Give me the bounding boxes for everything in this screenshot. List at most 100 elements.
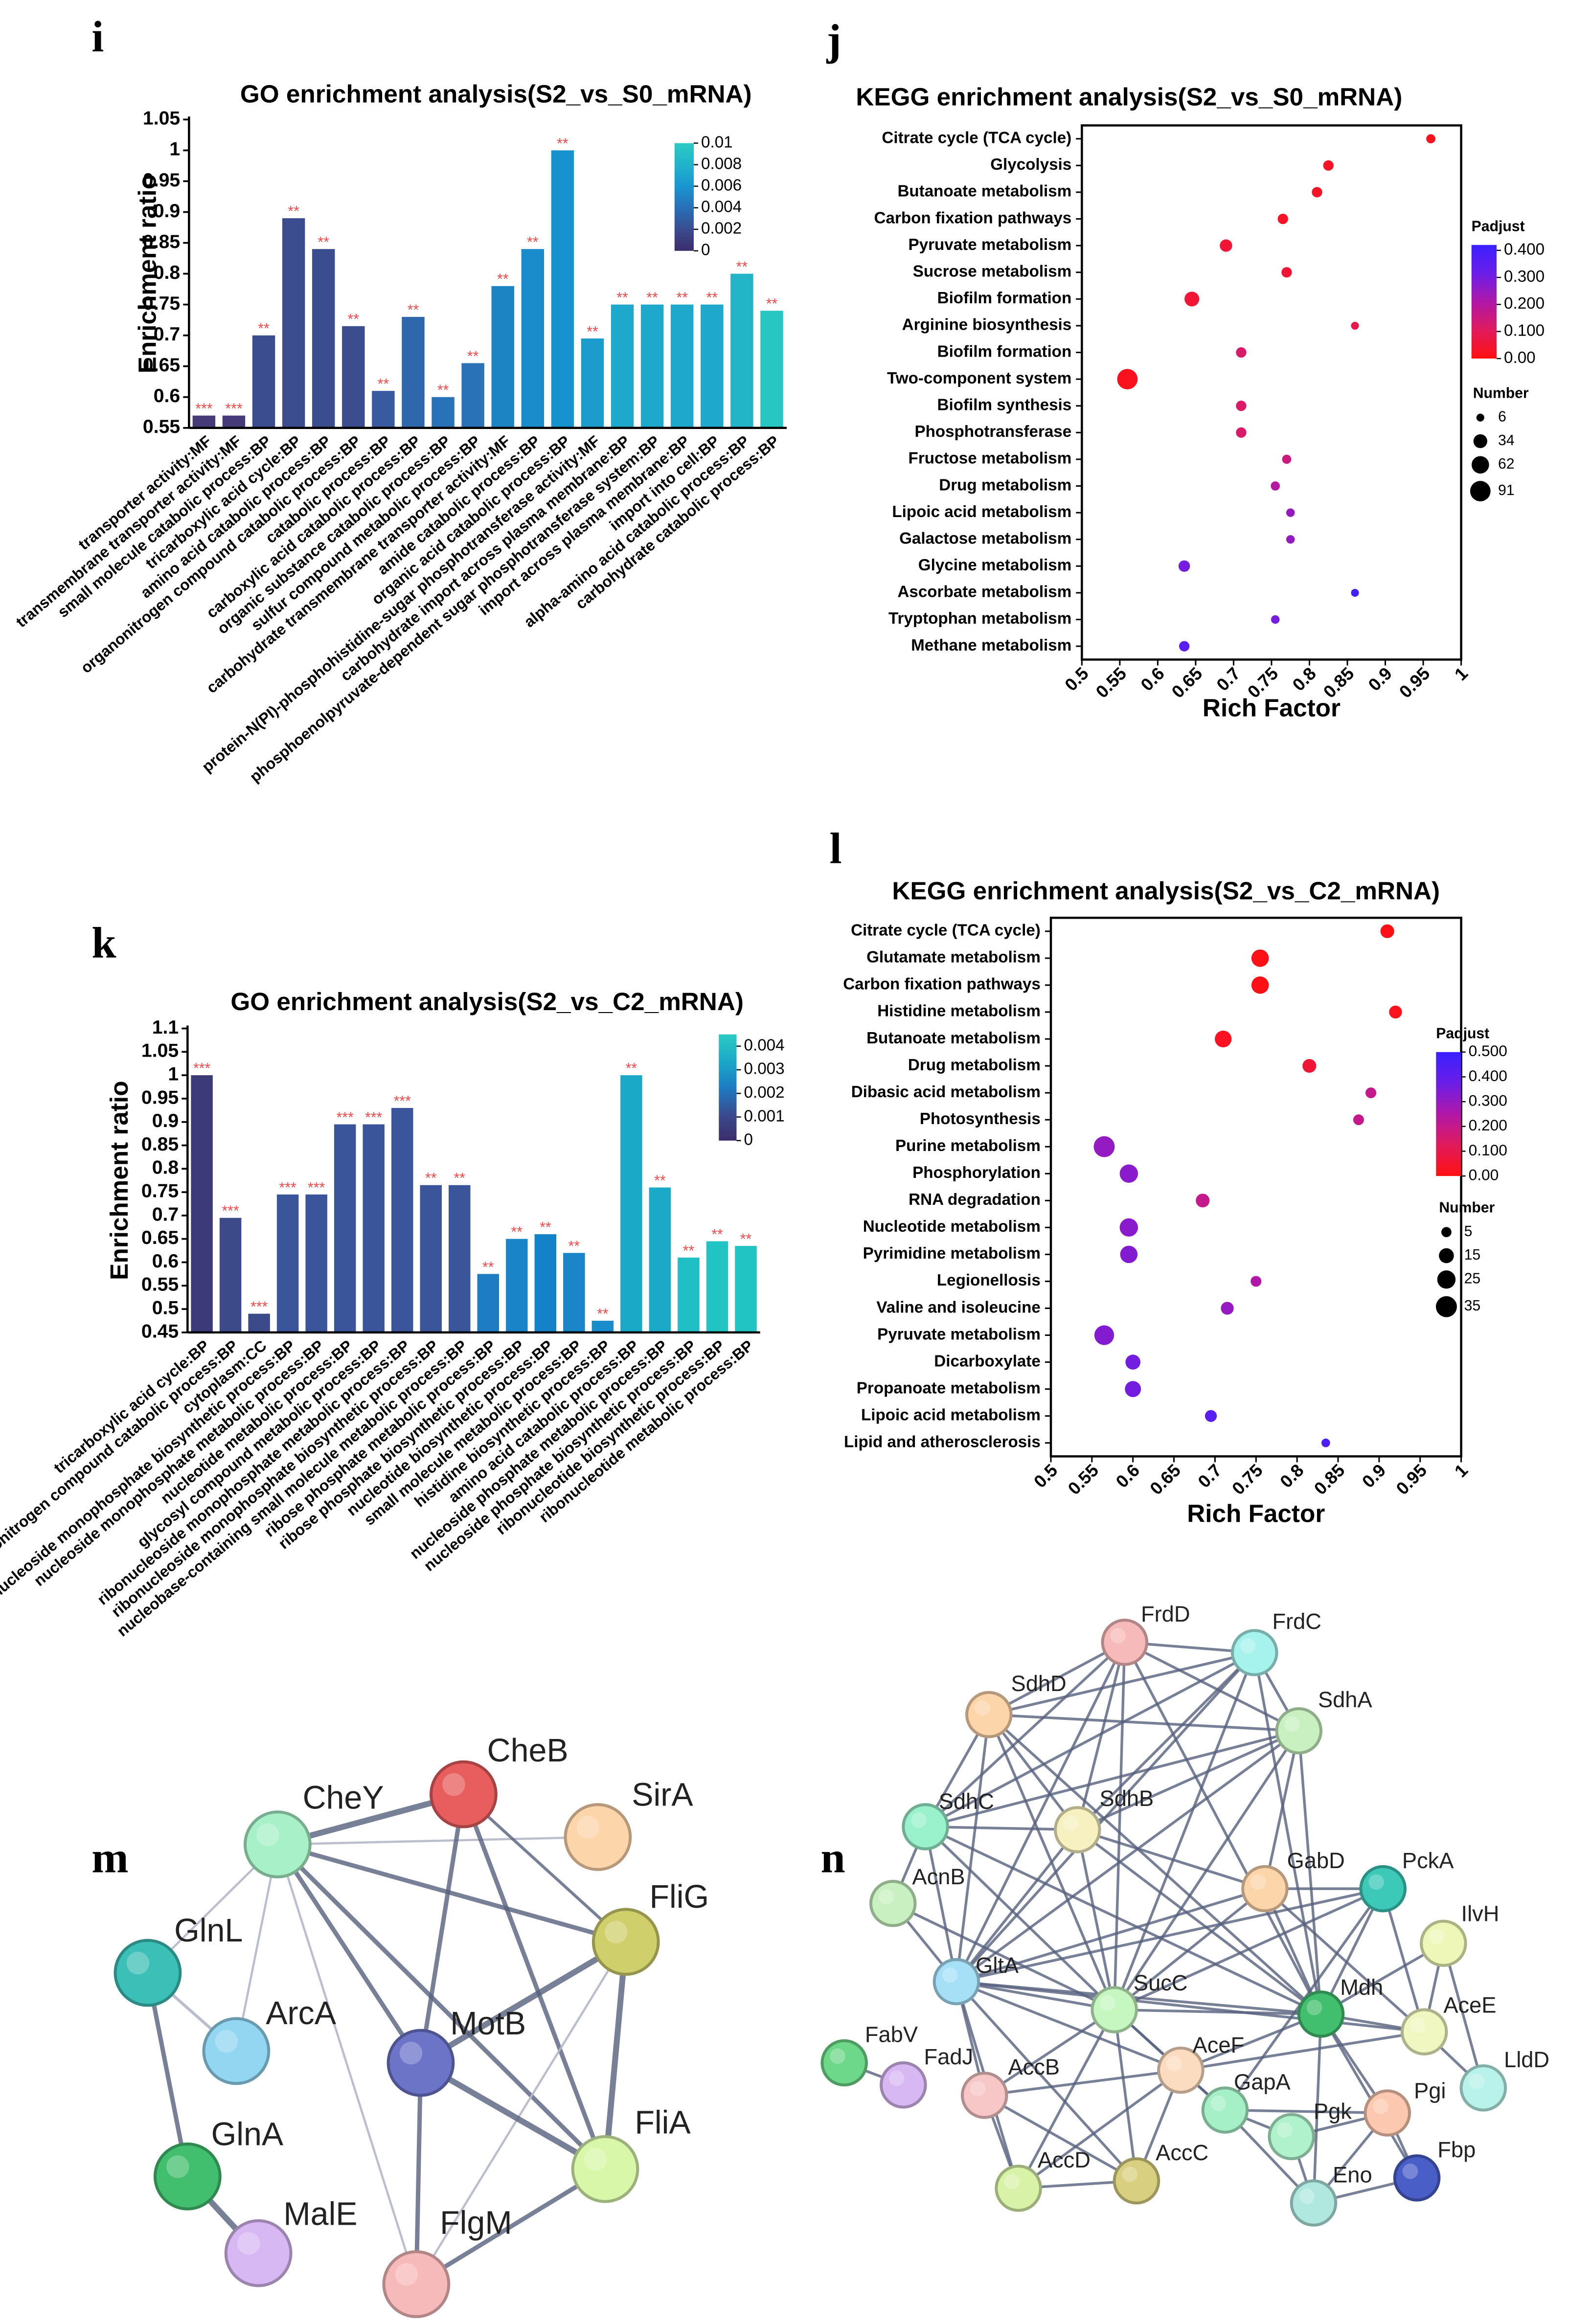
size-legend-label: 62 [1498,456,1515,472]
y-tick-label: Galactose metabolism [899,529,1071,547]
significance-label: *** [222,1203,239,1219]
node-label: GabD [1287,1848,1345,1873]
network-node [960,2072,1008,2119]
y-tick-label: 1 [169,139,180,160]
node-label: IlvH [1461,1901,1500,1926]
colorbar-tick-label: 0.00 [1504,349,1536,367]
node-label: MalE [283,2196,357,2232]
network-edge [1225,2108,1387,2115]
bubble [1236,427,1247,438]
significance-label: ** [454,1171,466,1187]
network-edge [956,1980,1425,2033]
colorbar-tick-label: 0.300 [1504,268,1545,286]
x-tick-label: 0.65 [1168,663,1206,702]
significance-label: ** [497,271,509,288]
network-node [995,2165,1042,2212]
network-edge [983,2094,1137,2182]
node-highlight [1299,2189,1315,2204]
colorbar-tick-label: 0.00 [1469,1166,1499,1184]
y-tick-label: 0.75 [143,293,180,314]
bar [640,304,664,428]
node-label: AccB [1008,2054,1060,2079]
significance-label: ** [437,383,449,399]
network-edge [1253,1652,1322,2015]
bubble [1251,1276,1262,1287]
bar [551,150,574,428]
size-legend-label: 91 [1498,482,1515,498]
network-node [965,1691,1013,1738]
network-node [1268,2113,1315,2161]
bar [363,1124,385,1332]
bubble [1117,369,1138,389]
size-legend-label: 25 [1464,1271,1481,1287]
network-edge [419,1939,628,2066]
node-highlight [442,1773,465,1796]
node-highlight [1368,1874,1384,1890]
node-label: GltA [976,1953,1019,1978]
significance-label: ** [626,1060,637,1077]
chart-title: KEGG enrichment analysis(S2_vs_S0_mRNA) [856,83,1402,111]
bubble [1205,1410,1217,1422]
x-tick-label: 1 [1451,663,1472,684]
size-legend-label: 6 [1498,409,1506,425]
network-node [243,1810,312,1879]
y-tick-label: 0.8 [154,262,181,283]
network-edge [1263,1730,1300,1889]
network-node [1359,1865,1407,1913]
x-tick-label: 0.55 [1064,1460,1103,1499]
significance-label: *** [250,1299,268,1315]
y-tick-label: Legionellosis [937,1271,1041,1289]
bubble [1426,134,1435,144]
significance-label: ** [646,290,658,306]
node-label: FlgM [440,2205,512,2241]
significance-label: ** [736,259,748,275]
colorbar-tick-label: 0.004 [744,1036,785,1054]
node-highlight [1100,1995,1115,2011]
network-node [114,1939,182,2007]
node-label: SdhA [1318,1687,1372,1712]
chart-title: KEGG enrichment analysis(S2_vs_C2_mRNA) [892,877,1440,905]
y-tick-label: 0.55 [143,416,180,437]
node-label: SucC [1134,1970,1188,1995]
colorbar-tick-label: 0 [701,241,710,259]
y-tick-label: 0.8 [152,1157,179,1178]
colorbar-tick-label: 0.002 [701,220,742,238]
network-edge [1181,2031,1425,2072]
node-highlight [970,2081,986,2097]
colorbar-tick-label: 0.100 [1504,321,1545,339]
y-tick-label: Glutamate metabolism [866,948,1041,967]
network-edge [235,1844,279,2052]
network-edge [419,2060,607,2172]
colorbar-tick-label: 0.006 [701,176,742,194]
colorbar [1471,245,1497,359]
x-tick-label: 0.8 [1288,663,1320,695]
y-tick-label: 0.6 [154,385,181,406]
y-tick-label: Tryptophan metabolism [888,609,1071,628]
network-edge [1076,1829,1116,2010]
network-node [1101,1619,1149,1666]
colorbar-tick-label: 0.002 [744,1083,785,1102]
network-edge [415,2167,607,2286]
significance-label: ** [258,321,270,337]
y-tick-label: 0.6 [152,1251,179,1272]
y-tick-label: Histidine metabolism [877,1002,1041,1020]
node-highlight [888,2070,905,2086]
bubble [1321,1438,1330,1447]
network-node [1157,2046,1205,2094]
significance-label: *** [193,1060,210,1077]
network-edge [602,1941,629,2169]
network-edge [275,1843,423,2064]
bar [191,1075,213,1332]
y-tick-label: 1.05 [141,1040,179,1061]
network-edge [1113,1888,1266,2011]
y-tick-label: Citrate cycle (TCA cycle) [851,922,1041,940]
significance-label: ** [348,312,360,328]
node-label: GlnL [174,1913,243,1949]
x-axis-label: Rich Factor [1203,694,1341,722]
network-edge [1312,2014,1322,2203]
y-tick-label: Purine metabolism [895,1137,1041,1155]
network-edge [1077,1828,1266,1890]
significance-label: ** [740,1231,752,1247]
significance-label: ** [597,1306,609,1322]
node-highlight [974,1700,990,1716]
